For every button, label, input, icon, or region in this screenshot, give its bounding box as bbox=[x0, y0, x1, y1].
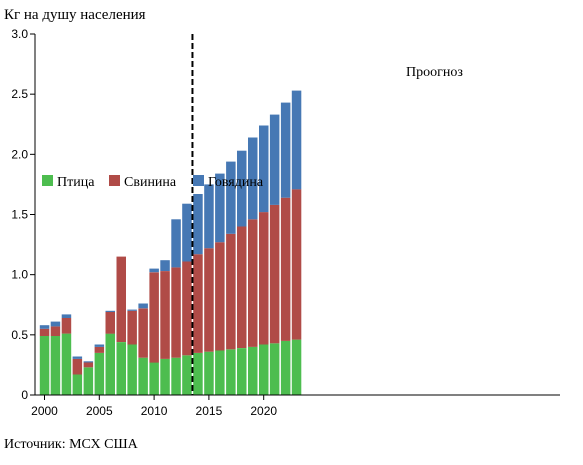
bar-segment-2019-series-0 bbox=[248, 346, 258, 395]
bar-segment-2011-series-2 bbox=[160, 260, 170, 271]
bar-segment-2003-series-2 bbox=[72, 356, 83, 359]
bar-segment-2001-series-0 bbox=[50, 336, 61, 395]
y-tick-label: 3.0 bbox=[11, 27, 28, 41]
legend-label: Птица bbox=[57, 175, 95, 190]
bar-segment-2008-series-1 bbox=[127, 310, 137, 345]
bar-segment-2005-series-1 bbox=[94, 346, 105, 353]
bar-segment-2008-series-0 bbox=[127, 344, 137, 395]
bar-segment-2020-series-1 bbox=[259, 212, 269, 345]
bar-segment-2016-series-1 bbox=[215, 242, 225, 351]
x-tick-label: 2020 bbox=[250, 404, 277, 418]
y-tick-label: 2.0 bbox=[11, 147, 28, 161]
legend: Птица Свинина Говядина bbox=[42, 175, 264, 190]
bar-segment-2009-series-2 bbox=[138, 303, 148, 309]
x-tick-label: 2005 bbox=[86, 404, 113, 418]
bar-segment-2006-series-2 bbox=[105, 310, 115, 312]
bar-segment-2005-series-0 bbox=[94, 352, 105, 395]
bar-segment-2021-series-0 bbox=[269, 343, 280, 395]
bar-segment-2002-series-0 bbox=[61, 333, 72, 395]
forecast-label: Проогноз bbox=[406, 65, 463, 80]
y-tick-label: 1.5 bbox=[11, 208, 28, 222]
bar-segment-2006-series-0 bbox=[105, 333, 115, 395]
y-tick-label: 1.0 bbox=[11, 268, 28, 282]
bar-segment-2022-series-2 bbox=[280, 102, 291, 198]
bar-segment-2019-series-2 bbox=[248, 137, 258, 220]
bar-segment-2010-series-1 bbox=[149, 272, 159, 363]
bar-segment-2017-series-1 bbox=[226, 233, 236, 350]
y-ticks-group: 0 0.5 1.0 1.5 2.0 2.5 3.0 bbox=[11, 27, 35, 402]
bar-segment-2004-series-1 bbox=[83, 362, 94, 368]
bar-segment-2012-series-1 bbox=[171, 267, 181, 358]
x-ticks-group: 2000 2005 2010 2015 2020 bbox=[31, 395, 277, 418]
bar-segment-2023-series-2 bbox=[291, 90, 302, 190]
bar-segment-2020-series-0 bbox=[259, 344, 269, 395]
bar-segment-2005-series-2 bbox=[94, 344, 105, 347]
bar-segment-2021-series-1 bbox=[269, 204, 280, 344]
bar-segment-2018-series-0 bbox=[237, 348, 247, 395]
bar-segment-2012-series-0 bbox=[171, 357, 181, 395]
bar-segment-2021-series-2 bbox=[269, 114, 280, 205]
bar-segment-2022-series-0 bbox=[280, 340, 291, 395]
bar-segment-2018-series-2 bbox=[237, 150, 247, 227]
bar-segment-2002-series-2 bbox=[61, 314, 72, 318]
bar-segment-2013-series-0 bbox=[182, 355, 192, 395]
source-note: Источник: МСХ США bbox=[4, 437, 139, 452]
bar-segment-2012-series-2 bbox=[171, 219, 181, 268]
x-tick-label: 2000 bbox=[31, 404, 58, 418]
bar-segment-2009-series-0 bbox=[138, 357, 148, 395]
legend-swatch bbox=[42, 175, 53, 186]
bar-segment-2007-series-1 bbox=[116, 256, 126, 342]
bar-segment-2003-series-0 bbox=[72, 374, 83, 395]
bar-segment-2003-series-1 bbox=[72, 358, 83, 375]
bar-segment-2020-series-2 bbox=[259, 125, 269, 213]
legend-swatch bbox=[193, 175, 204, 186]
x-tick-label: 2015 bbox=[196, 404, 223, 418]
bar-segment-2013-series-2 bbox=[182, 203, 192, 262]
y-tick-label: 2.5 bbox=[11, 87, 28, 101]
bar-segment-2015-series-1 bbox=[204, 248, 214, 352]
bar-segment-2015-series-0 bbox=[204, 351, 214, 395]
bar-segment-2014-series-0 bbox=[193, 352, 203, 395]
y-tick-label: 0.5 bbox=[11, 328, 28, 342]
bar-segment-2023-series-1 bbox=[291, 189, 302, 340]
legend-label: Говядина bbox=[208, 175, 264, 190]
bar-segment-2022-series-1 bbox=[280, 197, 291, 341]
bar-segment-2019-series-1 bbox=[248, 219, 258, 347]
legend-swatch bbox=[109, 175, 120, 186]
bar-segment-2010-series-2 bbox=[149, 268, 159, 273]
bar-segment-2004-series-0 bbox=[83, 367, 94, 395]
bar-segment-2002-series-1 bbox=[61, 318, 72, 334]
bar-segment-2015-series-2 bbox=[204, 184, 214, 249]
bar-segment-2014-series-1 bbox=[193, 254, 203, 353]
y-axis-title: Кг на душу населения bbox=[4, 7, 146, 23]
bar-segment-2017-series-2 bbox=[226, 161, 236, 234]
bars-group bbox=[39, 90, 302, 395]
bar-segment-2013-series-1 bbox=[182, 261, 192, 356]
bar-segment-2016-series-0 bbox=[215, 350, 225, 395]
bar-segment-2018-series-1 bbox=[237, 226, 247, 348]
bar-segment-2014-series-2 bbox=[193, 194, 203, 255]
bar-segment-2016-series-2 bbox=[215, 173, 225, 243]
bar-segment-2006-series-1 bbox=[105, 312, 115, 334]
bar-segment-2001-series-1 bbox=[50, 326, 61, 336]
bar-segment-2000-series-2 bbox=[39, 325, 50, 329]
bar-segment-2023-series-0 bbox=[291, 339, 302, 395]
bar-segment-2004-series-2 bbox=[83, 361, 94, 363]
bar-segment-2008-series-2 bbox=[127, 309, 137, 311]
bar-segment-2000-series-1 bbox=[39, 328, 50, 336]
bar-segment-2000-series-0 bbox=[39, 336, 50, 395]
bar-segment-2007-series-0 bbox=[116, 342, 126, 395]
bar-segment-2011-series-1 bbox=[160, 271, 170, 359]
bar-segment-2001-series-2 bbox=[50, 321, 61, 327]
bar-segment-2017-series-0 bbox=[226, 349, 236, 395]
bar-segment-2011-series-0 bbox=[160, 358, 170, 395]
legend-label: Свинина bbox=[124, 175, 177, 190]
y-tick-label: 0 bbox=[21, 388, 28, 402]
x-tick-label: 2010 bbox=[141, 404, 168, 418]
bar-segment-2010-series-0 bbox=[149, 362, 159, 395]
bar-segment-2009-series-1 bbox=[138, 308, 148, 358]
